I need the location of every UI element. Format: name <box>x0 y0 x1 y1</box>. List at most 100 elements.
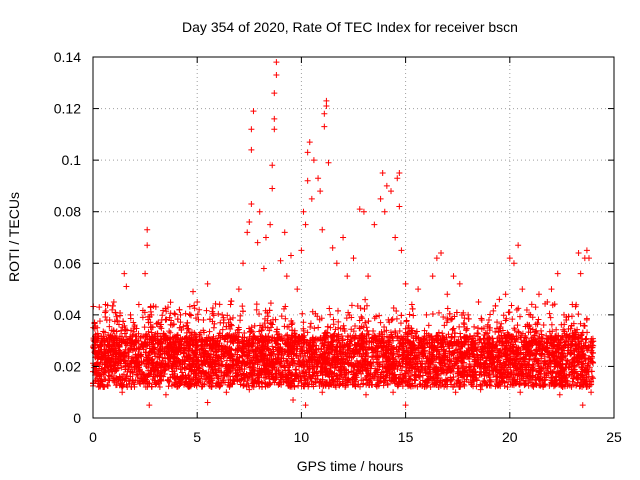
data-point <box>209 308 216 315</box>
data-point <box>337 371 344 378</box>
data-point <box>515 242 522 249</box>
data-point <box>388 188 395 195</box>
data-point <box>113 313 120 320</box>
data-point <box>217 319 224 326</box>
data-point <box>392 234 399 241</box>
data-point <box>438 344 445 351</box>
data-point <box>264 324 271 331</box>
data-point <box>548 321 555 328</box>
data-point <box>359 315 366 322</box>
data-point <box>295 382 302 389</box>
data-point <box>350 255 357 262</box>
data-point <box>499 327 506 334</box>
data-point <box>248 200 255 207</box>
data-point <box>456 280 463 287</box>
data-point <box>141 324 148 331</box>
data-point <box>481 340 488 347</box>
data-point <box>501 382 508 389</box>
data-point <box>365 345 372 352</box>
data-point <box>577 270 584 277</box>
data-point <box>495 328 502 335</box>
data-point <box>328 349 335 356</box>
data-point <box>513 306 520 313</box>
data-point <box>361 305 368 312</box>
data-point <box>324 378 331 385</box>
data-point <box>440 314 447 321</box>
data-point <box>551 301 558 308</box>
data-point <box>445 331 452 338</box>
data-point <box>226 382 233 389</box>
data-point <box>478 317 485 324</box>
data-point <box>515 305 522 312</box>
data-point <box>314 363 321 370</box>
data-point <box>581 367 588 374</box>
data-point <box>511 325 518 332</box>
data-point <box>260 265 267 272</box>
data-point <box>200 368 207 375</box>
data-point <box>402 280 409 287</box>
data-point <box>398 367 405 374</box>
data-point <box>309 308 316 315</box>
data-point <box>298 379 305 386</box>
data-point <box>356 206 363 213</box>
data-point <box>106 323 113 330</box>
data-point <box>485 334 492 341</box>
data-point <box>220 372 227 379</box>
data-point <box>194 298 201 305</box>
data-point <box>172 311 179 318</box>
data-point <box>252 336 259 343</box>
data-point <box>465 311 472 318</box>
data-point <box>534 320 541 327</box>
data-point <box>333 260 340 267</box>
data-point <box>146 402 153 409</box>
data-point <box>516 355 523 362</box>
data-point <box>105 342 112 349</box>
data-point <box>293 369 300 376</box>
data-point <box>363 376 370 383</box>
data-point <box>149 324 156 331</box>
data-point <box>163 308 170 315</box>
data-point <box>396 170 403 177</box>
data-point <box>360 324 367 331</box>
data-point <box>434 378 441 385</box>
data-point <box>144 380 151 387</box>
data-point <box>406 311 413 318</box>
data-point <box>219 311 226 318</box>
data-point <box>270 316 277 323</box>
data-point <box>388 370 395 377</box>
data-point <box>455 365 462 372</box>
data-point <box>282 303 289 310</box>
data-point <box>514 366 521 373</box>
data-point <box>375 366 382 373</box>
data-point <box>496 296 503 303</box>
data-point <box>304 177 311 184</box>
data-point <box>318 315 325 322</box>
data-point <box>145 364 152 371</box>
data-point <box>522 381 529 388</box>
data-point <box>196 306 203 313</box>
data-point <box>319 389 326 396</box>
data-point <box>423 311 430 318</box>
data-point <box>248 327 255 334</box>
data-point <box>144 226 151 233</box>
data-point <box>367 365 374 372</box>
data-point <box>248 146 255 153</box>
data-point <box>358 313 365 320</box>
data-point <box>219 361 226 368</box>
data-point <box>110 298 117 305</box>
data-point <box>330 321 337 328</box>
data-point <box>407 345 414 352</box>
data-point <box>454 365 461 372</box>
data-point <box>583 247 590 254</box>
data-point <box>344 273 351 280</box>
data-point <box>417 369 424 376</box>
data-point <box>283 273 290 280</box>
data-point <box>502 291 509 298</box>
data-point <box>497 347 504 354</box>
data-point <box>390 305 397 312</box>
data-point <box>383 182 390 189</box>
data-point <box>159 312 166 319</box>
data-point <box>525 361 532 368</box>
data-point <box>461 378 468 385</box>
data-point <box>108 366 115 373</box>
